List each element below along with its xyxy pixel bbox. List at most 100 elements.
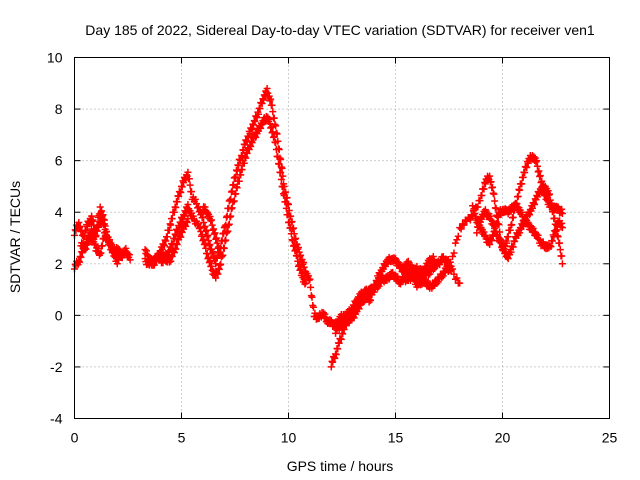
data-point — [168, 215, 176, 223]
data-point — [272, 145, 280, 153]
data-point — [284, 211, 292, 219]
data-point — [213, 254, 221, 262]
data-point — [521, 169, 529, 177]
data-point — [492, 204, 500, 212]
data-point — [227, 212, 235, 220]
x-axis-label: GPS time / hours — [287, 458, 394, 474]
data-point — [478, 191, 486, 199]
data-point — [474, 203, 482, 211]
data-point — [491, 227, 499, 235]
data-point — [222, 236, 230, 244]
data-point — [277, 176, 285, 184]
axis-ticks: 0 5 10 15 20 25 -4 -2 0 2 4 6 8 10 — [47, 50, 618, 446]
data-point — [450, 249, 458, 257]
data-point — [97, 249, 105, 257]
data-point — [287, 230, 295, 238]
data-point — [297, 265, 305, 273]
data-point — [337, 335, 345, 343]
data-point — [177, 188, 185, 196]
data-point — [274, 153, 282, 161]
data-point — [230, 197, 238, 205]
data-point — [546, 190, 554, 198]
data-point — [173, 198, 181, 206]
series-track-c — [77, 199, 566, 337]
data-point — [547, 243, 555, 251]
data-point — [459, 220, 467, 228]
data-point — [280, 191, 288, 199]
data-point — [556, 239, 564, 247]
data-point — [269, 108, 277, 116]
data-point — [558, 224, 566, 232]
data-point — [287, 224, 295, 232]
data-point — [451, 275, 459, 283]
data-point — [518, 180, 526, 188]
data-point — [504, 233, 512, 241]
data-point — [272, 139, 280, 147]
plot-frame — [74, 57, 610, 419]
data-point — [277, 169, 285, 177]
series-track-b — [71, 112, 566, 371]
data-point — [191, 195, 199, 203]
data-point — [307, 283, 315, 291]
y-tick-label: -4 — [50, 411, 63, 427]
data-point — [457, 225, 465, 233]
data-point — [217, 260, 225, 268]
data-point — [550, 233, 558, 241]
data-point — [489, 183, 497, 191]
data-point — [279, 183, 287, 191]
data-point — [220, 244, 228, 252]
series-track-a — [71, 84, 566, 331]
data-point — [551, 214, 559, 222]
data-point — [509, 243, 517, 251]
data-point — [187, 188, 195, 196]
data-point — [118, 249, 126, 257]
data-point — [487, 178, 495, 186]
data-point — [339, 330, 347, 338]
x-tick-label: 25 — [602, 430, 618, 446]
data-point — [178, 183, 186, 191]
data-point — [275, 160, 283, 168]
data-point — [552, 228, 560, 236]
data-point — [367, 296, 375, 304]
data-point — [451, 239, 459, 247]
data-point — [523, 164, 531, 172]
data-point — [466, 216, 474, 224]
y-tick-label: 4 — [55, 204, 63, 220]
data-point — [92, 233, 100, 241]
data-point — [186, 181, 194, 189]
data-point — [556, 246, 564, 254]
data-point — [548, 202, 556, 210]
data-point — [282, 204, 290, 212]
data-point — [480, 185, 488, 193]
data-point — [267, 95, 275, 103]
data-point — [255, 110, 263, 118]
y-tick-label: 2 — [55, 256, 63, 272]
data-point — [268, 101, 276, 109]
data-point — [546, 196, 554, 204]
data-point — [272, 122, 280, 130]
data-point — [211, 229, 219, 237]
grid-lines — [74, 57, 610, 419]
data-point — [353, 304, 361, 312]
data-point — [558, 210, 566, 218]
data-point — [233, 167, 241, 175]
chart-title: Day 185 of 2022, Sidereal Day-to-day VTE… — [85, 22, 595, 38]
data-point — [449, 265, 457, 273]
data-point — [536, 172, 544, 180]
data-point — [454, 232, 462, 240]
y-axis-label: SDTVAR / TECUs — [7, 181, 23, 293]
data-point — [98, 242, 106, 250]
data-point — [507, 248, 515, 256]
data-point — [216, 248, 224, 256]
data-point — [449, 252, 457, 260]
x-tick-label: 15 — [388, 430, 404, 446]
data-point — [126, 256, 134, 264]
data-point — [184, 215, 192, 223]
data-point — [224, 227, 232, 235]
y-tick-label: -2 — [50, 359, 63, 375]
data-point — [302, 279, 310, 287]
data-point — [309, 303, 317, 311]
data-point — [473, 229, 481, 237]
data-point — [516, 186, 524, 194]
